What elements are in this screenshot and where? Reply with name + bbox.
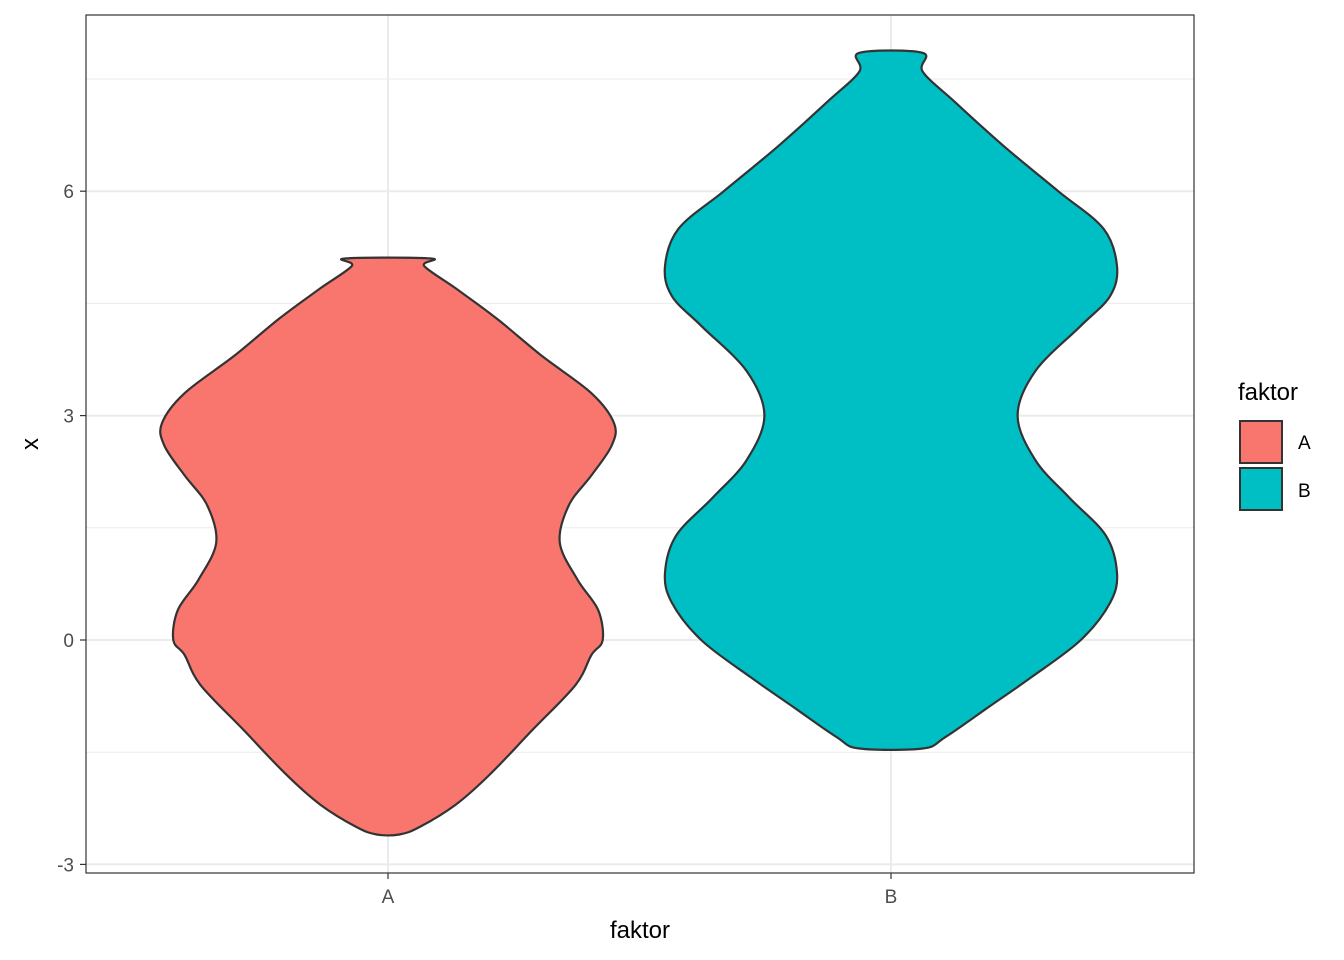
legend-title: faktor <box>1238 379 1298 406</box>
legend-key-b <box>1239 467 1283 511</box>
violin-b <box>663 49 1119 751</box>
x-axis-title: faktor <box>610 917 670 944</box>
violins <box>159 49 1119 837</box>
legend-label-b: B <box>1298 481 1311 502</box>
y-tick-label-2: 3 <box>63 407 74 428</box>
violin-a <box>159 256 617 837</box>
y-tick-label-3: 6 <box>63 182 74 203</box>
plot-border <box>85 14 1195 874</box>
legend: faktor A B <box>1238 379 1311 511</box>
x-tick-label-a: A <box>382 887 395 908</box>
y-tick-label-1: 0 <box>63 631 74 652</box>
y-axis-title: x <box>17 438 44 450</box>
x-tick-label-b: B <box>885 887 898 908</box>
legend-key-a <box>1239 420 1283 464</box>
legend-label-a: A <box>1298 433 1311 454</box>
y-tick-label-0: -3 <box>57 855 74 876</box>
y-axis: -3 0 3 6 <box>57 182 86 876</box>
